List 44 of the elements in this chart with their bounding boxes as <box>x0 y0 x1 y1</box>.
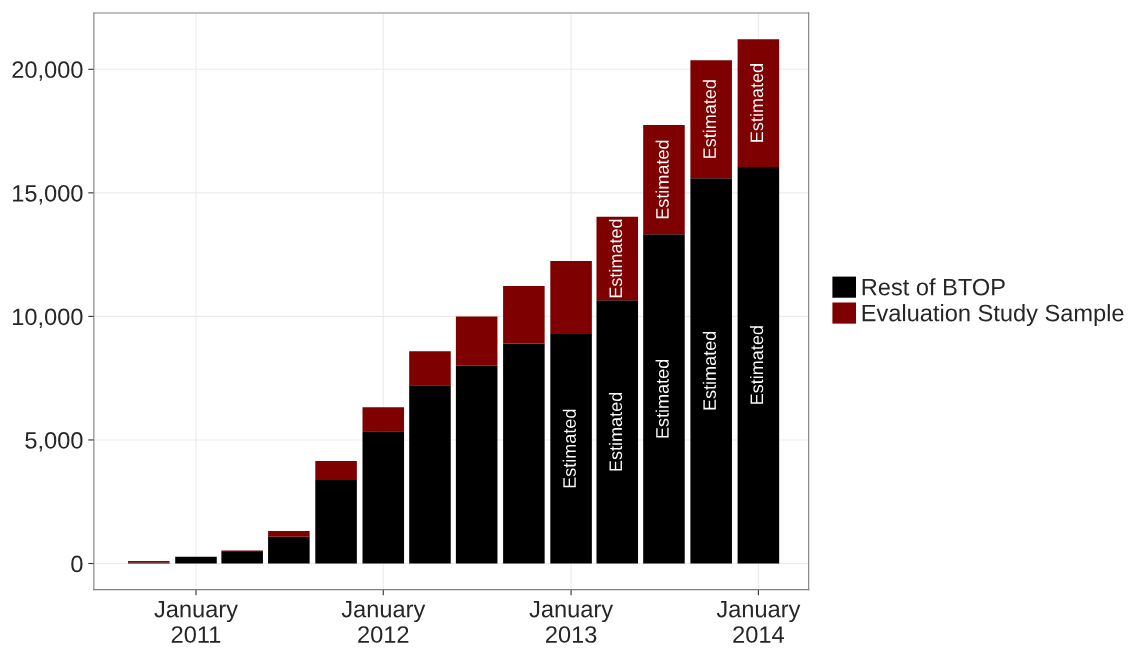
bar <box>315 460 357 480</box>
bar <box>550 261 592 334</box>
y-tick-label: 0 <box>71 555 83 573</box>
bar <box>362 431 405 564</box>
data-label: Estimated <box>562 409 576 488</box>
y-tick-label: 20,000 <box>12 61 83 81</box>
x-tick-label: January 2013 <box>529 600 614 643</box>
x-tick-label: January 2014 <box>716 600 801 643</box>
bar <box>550 333 592 564</box>
y-tick-label: 10,000 <box>13 308 83 328</box>
x-tick-label: January 2011 <box>154 600 238 643</box>
bar <box>690 178 732 564</box>
bar <box>596 300 639 564</box>
bar <box>409 385 451 564</box>
data-label: Estimated <box>608 219 623 298</box>
bar <box>455 365 498 564</box>
data-label: Estimated <box>655 140 669 219</box>
bar <box>643 124 685 235</box>
x-tick-label: January 2012 <box>341 600 426 643</box>
bar <box>175 556 217 564</box>
bar <box>596 216 639 301</box>
bar <box>503 286 545 344</box>
data-label: Estimated <box>749 64 764 142</box>
bar <box>221 552 263 564</box>
data-label: Estimated <box>608 392 623 471</box>
y-tick-label: 5,000 <box>25 432 83 452</box>
bar <box>737 166 780 564</box>
legend-label: Rest of BTOP <box>862 278 1005 296</box>
data-label: Estimated <box>702 80 717 158</box>
bar <box>268 536 310 564</box>
legend-label: Evaluation Study Sample <box>862 304 1124 327</box>
bar <box>315 479 357 564</box>
bar <box>409 351 451 386</box>
data-label: Estimated <box>655 359 669 438</box>
bar <box>643 234 685 564</box>
bar <box>503 343 545 564</box>
bar <box>690 60 732 179</box>
bar <box>268 531 310 537</box>
y-tick-label: 15,000 <box>13 184 83 205</box>
data-label: Estimated <box>749 326 764 404</box>
bar <box>362 407 405 432</box>
bar <box>455 316 498 366</box>
data-label: Estimated <box>702 331 717 410</box>
bar <box>737 39 780 167</box>
